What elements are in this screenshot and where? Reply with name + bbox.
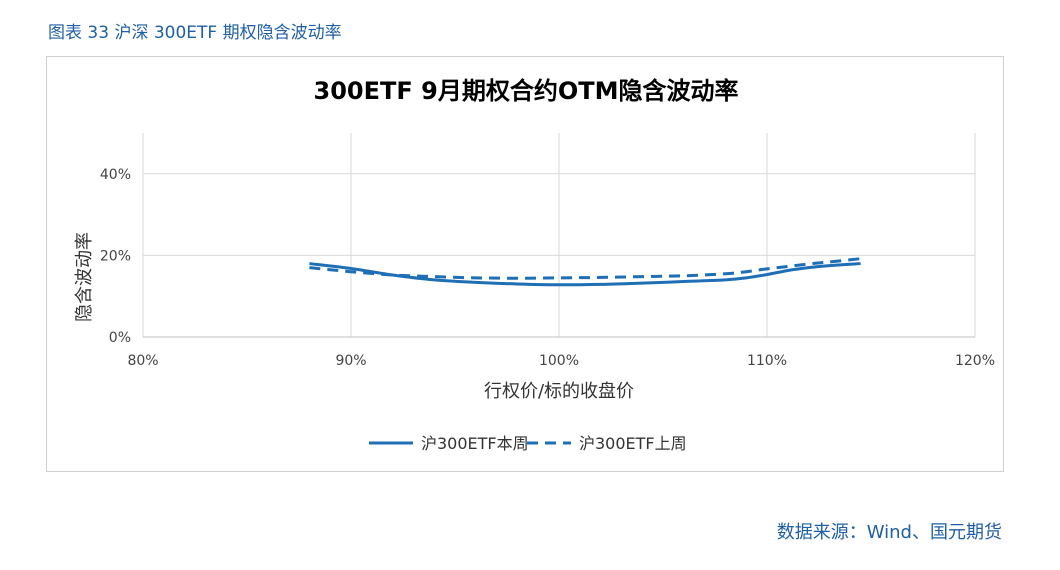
iv-line-chart: 300ETF 9月期权合约OTM隐含波动率 0% 20% 40% 80% 90% 100%…: [74, 77, 995, 453]
figure-caption: 图表 33 沪深 300ETF 期权隐含波动率: [48, 23, 342, 43]
axes: 0% 20% 40% 80% 90% 100% 110% 120%: [100, 167, 995, 369]
series-line-1: [309, 262, 861, 287]
y-axis-label: 隐含波动率: [74, 232, 95, 322]
y-tick-label: 0%: [109, 330, 131, 346]
chart-title: 300ETF 9月期权合约OTM隐含波动率: [314, 77, 739, 105]
series-line-2: [309, 257, 861, 280]
x-tick-label: 80%: [127, 353, 158, 369]
x-axis-label: 行权价/标的收盘价: [484, 381, 634, 402]
legend-label-1: 沪300ETF本周: [421, 434, 529, 453]
gridlines: [142, 133, 976, 338]
x-tick-label: 120%: [955, 353, 995, 369]
x-tick-label: 90%: [335, 353, 366, 369]
x-tick-label: 110%: [747, 353, 787, 369]
y-tick-label: 40%: [100, 167, 131, 183]
y-tick-label: 20%: [100, 248, 131, 264]
series-lines: [309, 257, 861, 287]
legend-label-2: 沪300ETF上周: [579, 434, 687, 453]
x-tick-label: 100%: [539, 353, 579, 369]
chart-container: 300ETF 9月期权合约OTM隐含波动率 0% 20% 40% 80% 90% 100%…: [46, 56, 1004, 472]
source-note: 数据来源：Wind、国元期货: [776, 522, 1002, 543]
legend: 沪300ETF本周 沪300ETF上周: [369, 434, 687, 453]
